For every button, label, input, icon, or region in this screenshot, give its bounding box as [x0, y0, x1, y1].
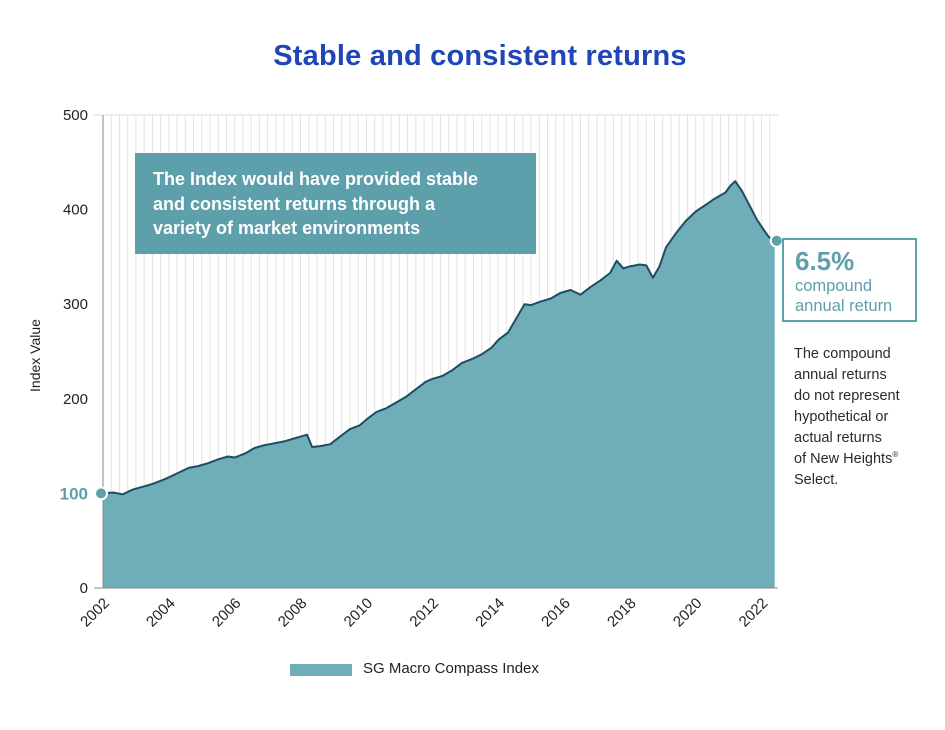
note-line-6-text: of New Heights — [794, 451, 893, 467]
cagr-label-line-2: annual return — [795, 297, 893, 315]
start-point-marker — [94, 486, 108, 501]
series-area — [103, 181, 775, 588]
x-tick-label: 2010 — [341, 595, 377, 631]
y-tick-label: 500 — [63, 107, 88, 124]
legend-swatch — [290, 664, 352, 676]
x-tick-label: 2006 — [209, 595, 245, 631]
note-line-6: of New Heights® — [794, 449, 944, 470]
callout-line-2: and consistent returns through a — [153, 193, 436, 214]
registered-mark: ® — [892, 450, 899, 460]
x-tick-label: 2018 — [604, 595, 640, 631]
y-tick-label: 200 — [63, 391, 88, 408]
cagr-label-line-1: compound — [795, 277, 873, 295]
y-axis-title: Index Value — [27, 319, 43, 392]
x-tick-label: 2004 — [143, 595, 179, 631]
start-value-label: 100 — [60, 484, 88, 503]
x-tick-label: 2022 — [736, 595, 772, 631]
chart-title: Stable and consistent returns — [273, 40, 687, 72]
disclaimer-note: The compound annual returns do not repre… — [794, 344, 944, 491]
x-tick-label: 2020 — [670, 595, 706, 631]
end-point-marker — [769, 233, 784, 248]
callout-line-3: variety of market environments — [153, 218, 421, 238]
series-layer — [102, 180, 776, 588]
x-tick-label: 2002 — [77, 595, 113, 631]
note-line-2: annual returns — [794, 367, 887, 383]
cagr-value: 6.5% — [795, 246, 855, 276]
x-tick-label: 2014 — [472, 595, 508, 631]
note-line-7: Select. — [794, 472, 839, 488]
callout-line-1: The Index would have provided stable — [153, 169, 479, 189]
x-tick-label: 2008 — [275, 595, 311, 631]
x-tick-label: 2016 — [538, 595, 574, 631]
note-line-1: The compound — [794, 346, 891, 362]
callout-box: The Index would have provided stable and… — [135, 153, 536, 254]
y-tick-label: 0 — [80, 580, 88, 597]
y-tick-label: 300 — [63, 296, 88, 313]
legend-label: SG Macro Compass Index — [363, 660, 539, 677]
note-line-3: do not represent — [794, 388, 900, 404]
note-line-4: hypothetical or — [794, 409, 889, 425]
note-line-5: actual returns — [794, 430, 882, 446]
cagr-box: 6.5% compound annual return — [782, 238, 917, 322]
x-tick-label: 2012 — [406, 595, 442, 631]
y-tick-label: 400 — [63, 202, 88, 219]
series-line — [102, 180, 776, 496]
